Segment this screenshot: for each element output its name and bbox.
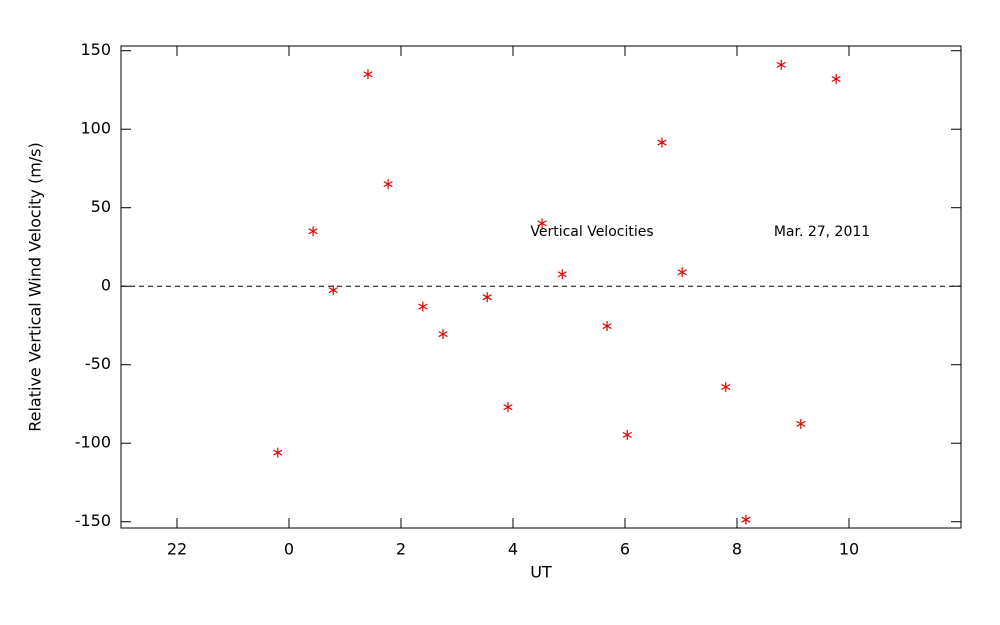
y-tick-label: -150	[75, 511, 111, 530]
point	[328, 285, 338, 296]
point	[363, 69, 373, 80]
point	[503, 402, 513, 413]
point	[741, 514, 751, 525]
point	[537, 218, 547, 229]
y-tick-label: 100	[80, 119, 111, 138]
point	[776, 59, 786, 70]
point	[602, 321, 612, 332]
point	[482, 292, 492, 303]
x-tick-label: 8	[732, 540, 742, 559]
point	[831, 73, 841, 84]
point	[383, 179, 393, 190]
annotation: Vertical Velocities	[530, 224, 653, 240]
x-axis-label: UT	[530, 563, 552, 582]
y-axis-label: Relative Vertical Wind Velocity (m/s)	[26, 142, 45, 432]
y-tick-label: -100	[75, 433, 111, 452]
annotation: Mar. 27, 2011	[774, 224, 870, 240]
y-tick-label: -50	[85, 354, 111, 373]
point	[721, 382, 731, 393]
y-tick-label: 50	[91, 197, 111, 216]
point	[438, 329, 448, 340]
x-tick-label: 4	[508, 540, 518, 559]
x-tick-label: 22	[167, 540, 187, 559]
x-tick-label: 10	[839, 540, 859, 559]
x-tick-label: 6	[620, 540, 630, 559]
point	[677, 267, 687, 278]
point	[657, 137, 667, 148]
point	[308, 226, 318, 237]
y-tick-label: 150	[80, 40, 111, 59]
x-tick-label: 0	[284, 540, 294, 559]
point	[273, 447, 283, 458]
point	[418, 301, 428, 312]
x-tick-label: 2	[396, 540, 406, 559]
point	[796, 418, 806, 429]
point	[557, 269, 567, 280]
point	[622, 429, 632, 440]
y-tick-label: 0	[101, 276, 111, 295]
plot-frame	[120, 45, 962, 529]
